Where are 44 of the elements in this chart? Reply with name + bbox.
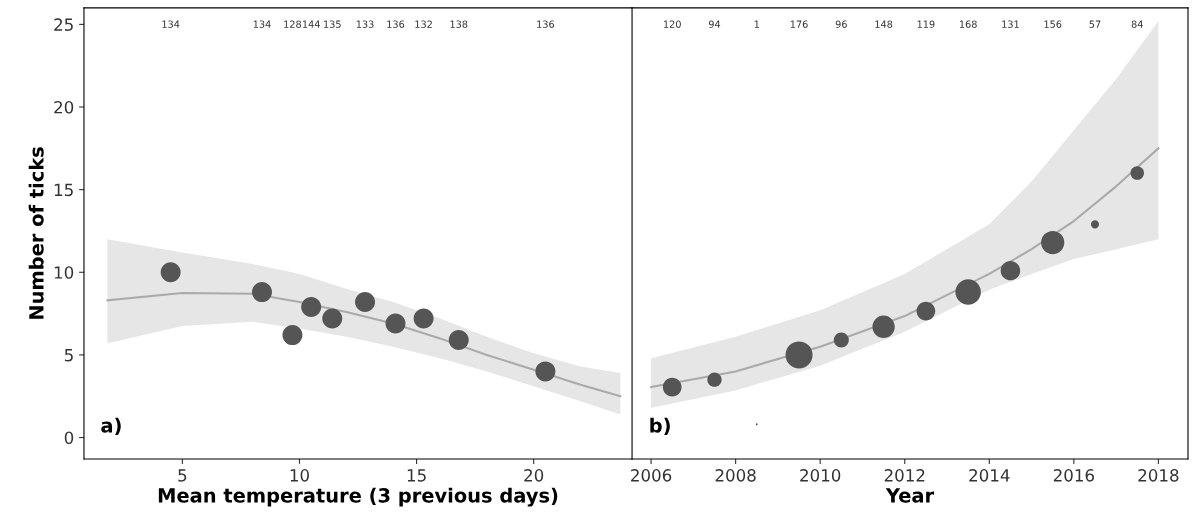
x-tick-label: 2018 [1138,469,1179,482]
annotation: 84 [1131,20,1143,28]
annotation: 57 [1089,20,1101,28]
annotation: 156 [1044,20,1062,28]
annotation: 135 [324,20,341,28]
y-tick-label: 5 [64,349,73,362]
x-tick-label: 20 [524,469,544,482]
x-tick-label: 2008 [715,469,756,482]
annotation: 131 [1002,20,1019,28]
annotation: 138 [450,20,468,28]
annotation: 136 [537,20,555,28]
x-axis-title: Mean temperature (3 previous days) [158,487,558,507]
annotation: 176 [790,20,808,28]
y-tick-label: 20 [54,100,74,114]
y-tick-label: 10 [54,266,74,279]
x-tick-label: 2014 [969,469,1010,482]
x-tick-label: 2012 [884,469,925,482]
x-tick-label: 15 [407,469,426,482]
annotation: 168 [959,20,977,28]
annotation: 134 [253,20,271,28]
x-tick-label: 2016 [1053,469,1094,482]
annotation: a) [101,417,121,435]
annotation: 134 [162,20,180,28]
annotation: 119 [917,20,935,28]
annotation: 133 [356,20,374,28]
x-tick-label: 2006 [631,469,672,482]
annotation: 94 [708,20,721,28]
y-tick-label: 15 [54,183,73,197]
x-tick-label: 2010 [800,469,841,482]
x-axis-title: Year [885,488,935,503]
y-tick-label: 25 [54,18,73,31]
annotation: 144 [302,20,320,28]
annotation: 148 [875,20,893,28]
y-tick-label: 0 [64,431,74,445]
annotation: 132 [415,20,432,28]
annotation: b) [650,417,670,435]
y-axis-title: Number of ticks [28,147,44,319]
annotation: 136 [387,20,405,28]
annotation: 120 [664,20,681,28]
x-tick-label: 5 [178,469,187,482]
annotation: 1 [754,20,759,28]
annotation: 128 [284,20,302,28]
annotation: 96 [835,20,847,28]
x-tick-label: 10 [290,469,309,482]
